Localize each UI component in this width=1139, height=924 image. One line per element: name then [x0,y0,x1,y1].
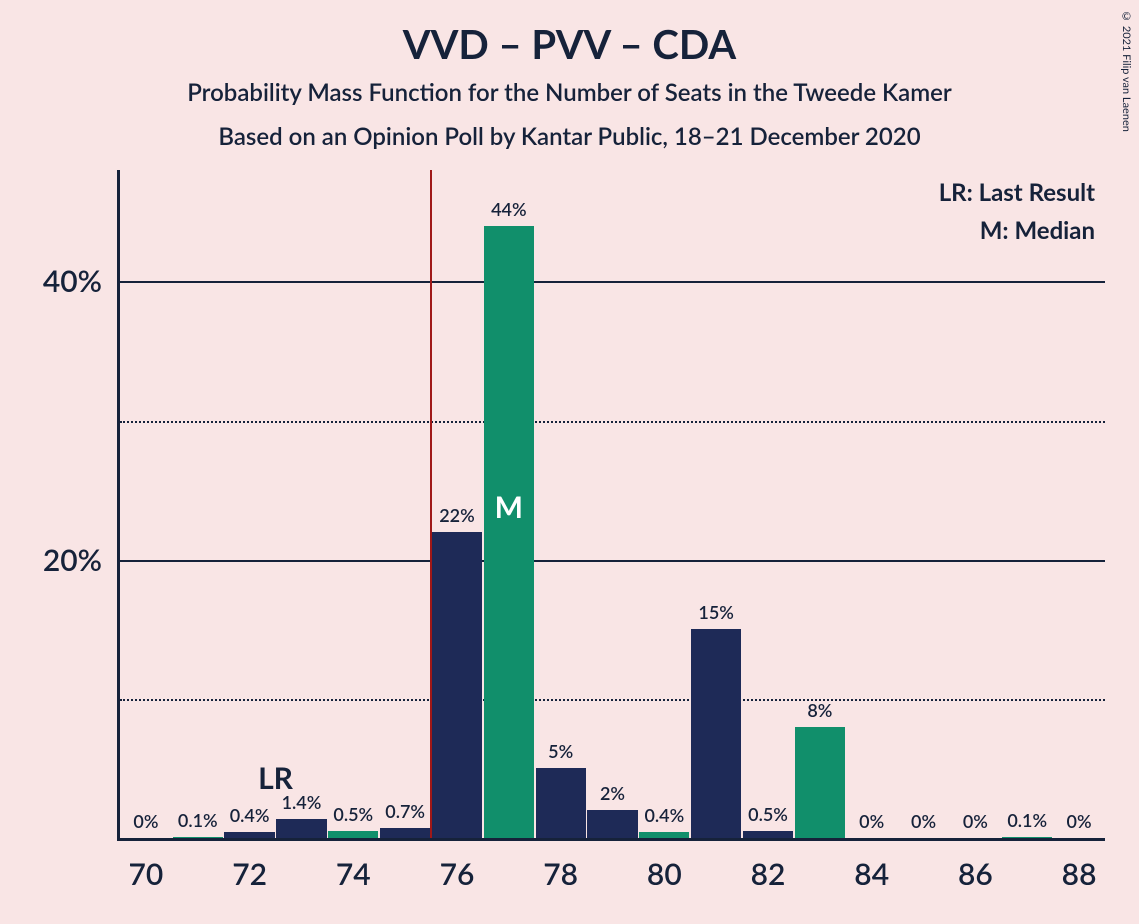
y-tick-label: 20% [43,542,102,578]
x-tick-label: 80 [647,856,682,892]
y-axis [117,170,120,841]
bar [328,831,378,838]
bar-value-label: 0% [1067,810,1092,832]
bar-value-label: 0% [911,810,936,832]
gridline-minor [120,421,1105,423]
x-tick-label: 70 [129,856,164,892]
chart-subtitle-1: Probability Mass Function for the Number… [0,78,1139,107]
bar-value-label: 0% [859,810,884,832]
chart-title: VVD – PVV – CDA [0,20,1139,68]
legend-m: M: Median [980,216,1095,245]
bar-value-label: 5% [548,740,573,762]
bar [587,810,637,838]
x-tick-label: 78 [543,856,578,892]
bar-value-label: 0.7% [385,800,425,822]
bar-value-label: 0.4% [230,804,270,826]
bar-value-label: 0% [133,810,158,832]
y-tick-label: 40% [43,263,102,299]
bar-value-label: 0.5% [748,803,788,825]
bar-value-label: 0.4% [644,804,684,826]
bar [795,727,845,838]
bar-value-label: 15% [698,601,733,623]
x-tick-label: 88 [1062,856,1097,892]
x-tick-label: 84 [854,856,889,892]
gridline-major [120,281,1105,283]
bar-value-label: 2% [600,782,625,804]
x-tick-label: 72 [232,856,267,892]
bar-value-label: 8% [807,699,832,721]
bar [380,828,430,838]
bar-value-label: 22% [439,504,474,526]
lr-annotation: LR [258,760,293,796]
plot-area: LR: Last Result M: Median 20%40%0%0.1%0.… [120,170,1105,838]
bar [691,629,741,838]
bar-value-label: 0% [963,810,988,832]
bar [484,226,534,838]
bar [276,819,326,838]
bar-value-label: 0.1% [178,809,218,831]
legend-lr: LR: Last Result [939,178,1095,207]
bar [432,532,482,838]
x-tick-label: 82 [751,856,786,892]
bar [536,768,586,838]
x-axis [117,838,1105,841]
bar-value-label: 44% [491,198,526,220]
copyright-text: © 2021 Filip van Laenen [1120,10,1133,132]
chart-subtitle-2: Based on an Opinion Poll by Kantar Publi… [0,122,1139,151]
bar-value-label: 0.5% [333,803,373,825]
bar-value-label: 0.1% [1007,809,1047,831]
x-tick-label: 76 [440,856,475,892]
gridline-minor [120,699,1105,701]
gridline-major [120,560,1105,562]
x-tick-label: 86 [958,856,993,892]
median-annotation: M [495,489,523,525]
chart-canvas: VVD – PVV – CDA Probability Mass Functio… [0,0,1139,924]
bar [743,831,793,838]
x-tick-label: 74 [336,856,371,892]
